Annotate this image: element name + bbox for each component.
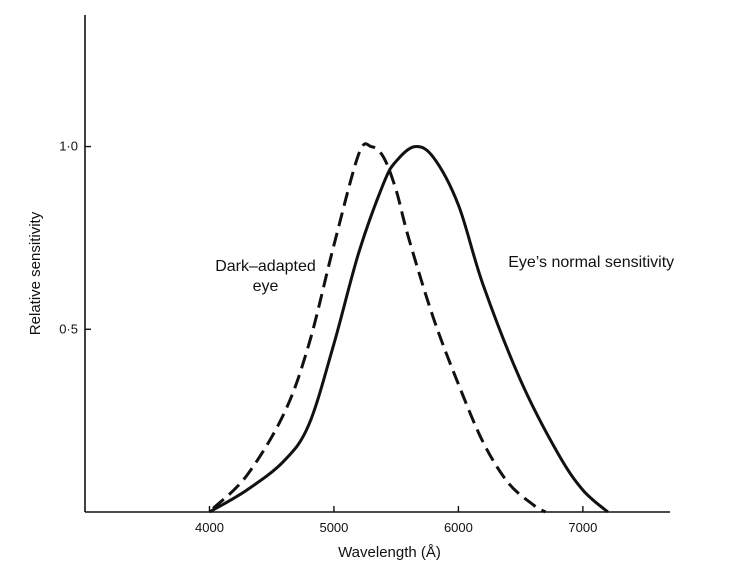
curves-layer [208,142,609,514]
dashed-curve [212,142,547,514]
x-axis-label: Wavelength (Å) [338,544,441,561]
annotation-line: Dark–adapted [215,258,316,275]
x-tick-label: 5000 [319,520,348,535]
x-tick-label: 6000 [444,520,473,535]
x-tick-label: 7000 [568,520,597,535]
curve-annotation: Eye’s normal sensitivity [508,254,674,271]
curve-annotation: Dark–adapted eye [215,258,316,295]
annotation-line: Eye’s normal sensitivity [508,254,674,271]
y-tick-label: 1·0 [59,139,78,154]
ticks-layer [85,145,584,512]
annotation-line: eye [253,278,279,295]
labels-layer: 4000 5000 6000 7000 0·5 1·0 Wavelength (Å) Rela… [27,139,674,561]
solid-curve [208,144,609,514]
y-axis-label: Relative sensitivity [27,211,44,335]
x-tick-label: 4000 [195,520,224,535]
y-tick-label: 0·5 [59,321,78,336]
